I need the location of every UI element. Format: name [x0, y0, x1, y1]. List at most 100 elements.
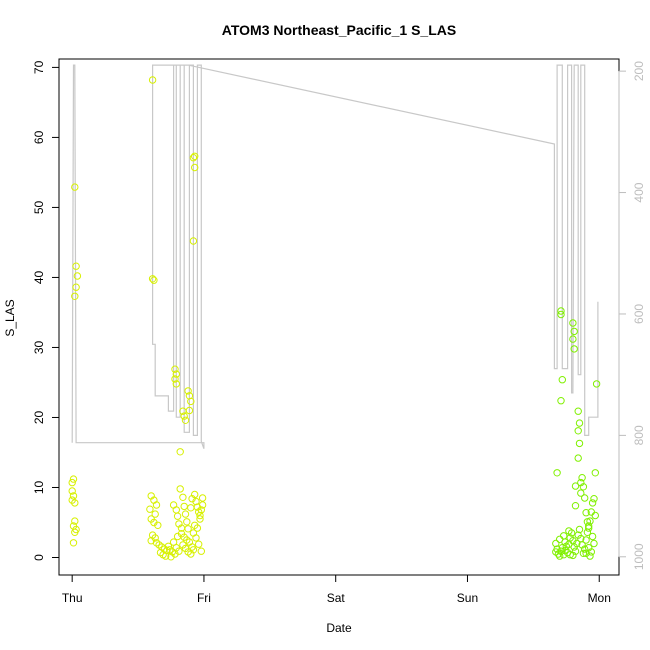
data-point: [556, 552, 564, 560]
x-tick-label: Thu: [62, 591, 83, 605]
data-point: [566, 551, 574, 559]
data-point: [185, 538, 194, 546]
data-point: [181, 510, 190, 518]
data-point: [191, 163, 199, 172]
data-point: [197, 506, 206, 514]
y2-tick-label: 200: [632, 61, 646, 81]
data-point: [574, 407, 582, 415]
depth-line: [71, 64, 599, 449]
x-tick-label: Sun: [457, 591, 478, 605]
data-point: [585, 522, 593, 530]
data-point: [151, 510, 159, 518]
data-point: [73, 272, 82, 280]
data-point: [180, 412, 188, 420]
data-point: [569, 335, 577, 343]
data-point: [588, 499, 597, 507]
data-point: [72, 283, 80, 291]
data-point: [196, 515, 204, 523]
chart-title: ATOM3 Northeast_Pacific_1 S_LAS: [222, 22, 456, 38]
data-point: [552, 539, 560, 548]
plot-frame: [58, 58, 620, 576]
depth-series: [71, 64, 599, 449]
data-point: [575, 439, 584, 448]
x-axis: Thu Fri Sat Sun Mon: [62, 574, 611, 605]
data-point: [150, 276, 158, 284]
data-point: [197, 547, 206, 555]
data-point: [72, 262, 80, 270]
x-tick-label: Fri: [197, 591, 211, 605]
data-point: [189, 154, 198, 162]
data-point: [571, 482, 580, 490]
right-depth-axis: 200 400 600 800 1000: [618, 61, 646, 570]
data-point: [557, 307, 565, 315]
data-point: [187, 504, 195, 512]
data-point: [184, 525, 192, 533]
data-point: [196, 511, 204, 520]
x-tick-label: Mon: [588, 591, 611, 605]
data-point: [169, 501, 178, 509]
data-point: [172, 380, 181, 388]
data-point: [69, 475, 78, 483]
data-point: [176, 485, 184, 493]
y-tick-label: 30: [32, 340, 46, 354]
data-point: [171, 365, 179, 373]
data-point: [176, 448, 184, 456]
data-point: [69, 492, 78, 500]
data-point: [557, 397, 565, 405]
data-point: [569, 319, 577, 327]
data-point: [181, 416, 190, 424]
y-tick-label: 10: [32, 480, 46, 494]
data-points: [68, 76, 601, 561]
y2-tick-label: 800: [632, 425, 646, 445]
data-point: [581, 545, 589, 553]
data-point: [192, 534, 200, 542]
y-axis-label: S_LAS: [3, 299, 17, 336]
data-point: [577, 489, 585, 497]
data-point: [561, 546, 569, 555]
y2-tick-label: 400: [632, 182, 646, 202]
y2-tick-label: 1000: [632, 543, 646, 570]
data-point: [574, 427, 582, 435]
data-point: [558, 376, 566, 384]
data-point: [565, 527, 573, 535]
data-point: [187, 397, 195, 406]
data-point: [175, 547, 183, 555]
data-point: [69, 539, 78, 547]
data-point: [579, 483, 588, 491]
data-point: [553, 469, 561, 477]
y-tick-label: 50: [32, 200, 46, 214]
data-point: [146, 505, 154, 513]
data-point: [172, 370, 181, 378]
data-point: [68, 487, 76, 495]
data-point: [152, 501, 161, 509]
data-point: [575, 419, 584, 427]
y-tick-label: 60: [32, 130, 46, 144]
data-point: [575, 525, 584, 534]
data-point: [574, 454, 582, 462]
x-axis-label: Date: [326, 621, 352, 635]
data-point: [167, 553, 175, 561]
data-point: [588, 532, 597, 541]
data-point: [148, 76, 157, 84]
data-point: [171, 375, 179, 383]
data-point: [579, 549, 588, 557]
data-point: [148, 275, 157, 283]
data-point: [198, 501, 207, 509]
y-tick-label: 70: [32, 60, 46, 74]
data-point: [582, 549, 590, 557]
data-point: [570, 327, 578, 336]
data-point: [154, 521, 162, 529]
data-point: [590, 539, 598, 548]
data-point: [195, 540, 203, 548]
data-point: [172, 506, 181, 514]
data-point: [560, 532, 568, 540]
data-point: [590, 495, 598, 503]
data-point: [71, 292, 79, 300]
data-point: [581, 494, 589, 502]
data-point: [592, 380, 601, 388]
y-tick-label: 20: [32, 410, 46, 424]
data-point: [184, 387, 192, 395]
data-point: [561, 538, 569, 546]
y-tick-label: 0: [32, 554, 46, 561]
data-point: [173, 512, 182, 520]
